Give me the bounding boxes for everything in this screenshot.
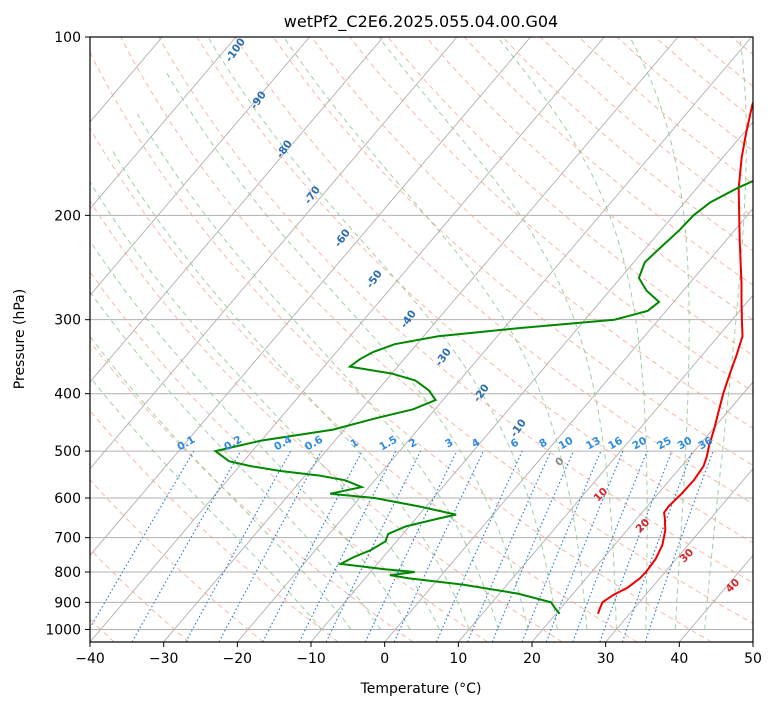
moist-adiabat-line [90,335,352,630]
y-tick-label: 200 [54,208,81,224]
isotherm-line [531,381,753,642]
mixing-ratio-line [599,450,673,642]
isotherm-line [90,37,605,642]
moist-adiabat-line [378,37,617,630]
x-tick-label: 20 [523,651,541,667]
x-tick-label: 10 [449,651,467,667]
dry-adiabat-line [311,37,753,429]
moist-adiabat-line [90,181,440,630]
mixing-ratio-line [621,450,693,642]
moist-adiabat-line [111,149,470,630]
mixing-ratio-line [298,450,397,642]
x-tick-label: 50 [744,651,762,667]
isotherm-line [384,207,753,642]
y-tick-label: 900 [54,595,81,611]
dry-adiabat-line [90,271,488,642]
moist-adiabat-line [90,376,323,630]
x-tick-label: 0 [380,651,389,667]
dry-adiabat-line [90,548,190,642]
x-tick-label: −40 [75,651,105,667]
x-tick-label: 30 [597,651,615,667]
moist-adiabat-line [704,37,747,630]
y-tick-label: 400 [54,387,81,403]
dry-adiabat-line [90,51,712,642]
x-tick-label: −20 [223,651,253,667]
dry-adiabat-line [158,37,753,584]
mixing-ratio-line [644,450,714,642]
x-axis-title: Temperature (°C) [360,681,482,697]
dry-adiabat-line [90,479,264,642]
y-tick-label: 300 [54,313,81,329]
background-lines [90,37,753,642]
mixing-ratio-line [572,450,648,642]
isotherm-line [310,121,753,642]
isotherm-line [90,37,237,210]
moist-adiabat-line [283,37,588,630]
isotherm-line [457,294,753,642]
moist-adiabat-line [497,37,648,630]
moist-adiabat-line [629,37,690,630]
plot-frame [89,36,754,643]
y-tick-label: 800 [54,565,81,581]
y-tick-label: 100 [54,30,81,46]
dewpoint-line [213,179,753,615]
mixing-ratio-line [545,450,624,642]
dry-adiabat-line [90,409,339,642]
x-tick-label: −30 [149,651,179,667]
x-tick-label: 40 [670,651,688,667]
moist-adiabat-line [136,113,499,630]
dry-adiabat-line [90,200,563,642]
y-tick-label: 500 [54,444,81,460]
mixing-ratio-line [466,450,552,642]
isotherm-line [236,37,752,642]
mixing-ratio-line [218,450,322,642]
y-axis-title: Pressure (hPa) [12,289,28,389]
x-tick-label: −10 [296,651,326,667]
isotherm-line [90,37,531,557]
x-axis-ticks: −40 −30 −20 −10 0 10 20 30 40 50 [75,642,762,667]
sounding-lines [213,100,753,615]
mixing-ratio-line [521,450,602,642]
mixing-ratio-line [325,450,422,642]
mixing-ratio-line [491,450,575,642]
mixing-ratio-line [435,450,523,642]
mixing-ratio-line [185,450,292,642]
dry-adiabat-line [90,127,638,642]
dry-adiabat-line [120,37,753,624]
isotherm-line [605,467,753,642]
moist-adiabat-line [90,240,411,630]
y-tick-label: 600 [54,491,81,507]
dry-adiabat-line [425,37,753,321]
dry-adiabat-line [234,37,753,505]
isotherm-line [90,37,384,383]
y-tick-label: 700 [54,531,81,547]
y-axis-ticks: 100 200 300 400 500 600 700 800 900 1000 [45,30,90,638]
isotherm-line [90,37,458,470]
chart-title: wetPf2_C2E6.2025.055.04.00.G04 [284,12,558,32]
y-tick-label: 1000 [45,622,81,638]
